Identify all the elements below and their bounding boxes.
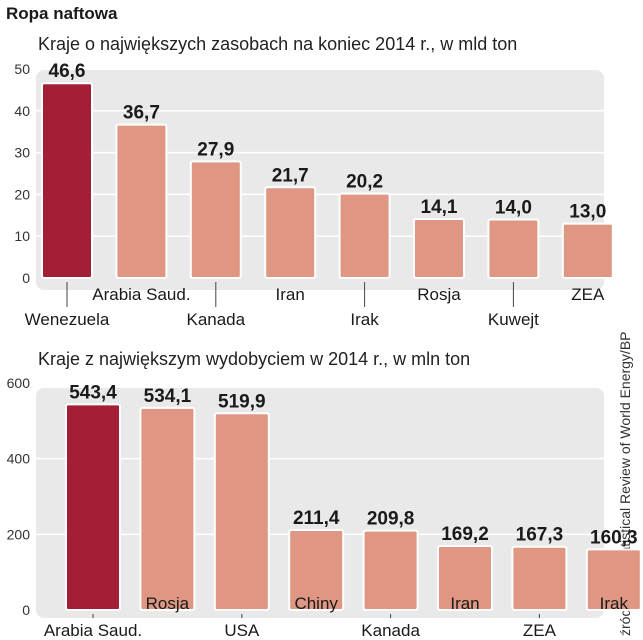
value-label: 211,4 [293,508,340,529]
bar [561,222,614,280]
value-label: 20,2 [346,172,383,193]
bar [413,218,465,279]
bar [487,218,540,279]
value-label: 169,2 [441,524,489,545]
value-label: 21,7 [272,165,309,186]
value-label: 27,9 [197,139,234,160]
bar [288,529,345,611]
category-label: Irak [350,310,379,329]
bar [65,403,121,611]
category-label: Kuwejt [488,310,539,329]
y-tick-label: 40 [14,103,30,119]
value-label: 160,3 [590,527,638,548]
y-tick-label: 200 [7,526,31,542]
bar [41,82,93,279]
value-label: 46,6 [49,61,86,82]
bar [264,186,317,280]
category-label: Kanada [361,621,420,640]
category-label: ZEA [571,285,605,304]
bar [139,406,196,611]
value-label: 167,3 [516,525,564,546]
y-tick-label: 20 [14,186,30,202]
category-label: Rosja [146,594,190,613]
category-label: Arabia Saud. [44,621,142,640]
value-label: 36,7 [123,103,160,124]
category-label: USA [224,621,260,640]
bar [115,123,168,280]
category-label: Iran [276,285,305,304]
y-tick-label: 400 [7,451,31,467]
bar [585,548,642,611]
bar [338,192,391,279]
chart-1-title: Kraje o największych zasobach na koniec … [38,34,518,54]
value-label: 543,4 [69,382,117,403]
y-tick-label: 0 [22,602,30,618]
reserves-bar-chart: 0 10 20 30 40 50 46,6 Wenezuela 36,7 Arabia Saud.… [14,61,614,329]
bar [189,160,242,280]
value-label: 14,1 [421,197,458,218]
value-label: 14,0 [495,197,532,218]
bar [511,545,568,611]
category-label: Rosja [417,285,461,304]
value-label: 13,0 [569,202,606,223]
y-tick-label: 10 [14,228,30,244]
category-label: ZEA [523,621,557,640]
value-label: 534,1 [144,386,192,407]
page-title: Ropa naftowa [6,4,118,23]
y-tick-label: 600 [7,375,31,391]
value-label: 209,8 [367,509,415,530]
chart-2-title: Kraje z największym wydobyciem w 2014 r.… [38,349,471,369]
y-tick-label: 0 [22,270,30,286]
category-label: Arabia Saud. [92,285,190,304]
category-label: Irak [600,594,629,613]
category-label: Chiny [294,594,338,613]
value-label: 519,9 [218,391,266,412]
category-label: Wenezuela [25,310,110,329]
bar [437,544,493,612]
bar [362,529,419,612]
category-label: Iran [450,594,479,613]
y-tick-label: 30 [14,145,30,161]
bar [213,412,270,611]
category-label: Kanada [186,310,245,329]
y-tick-label: 50 [14,61,30,77]
